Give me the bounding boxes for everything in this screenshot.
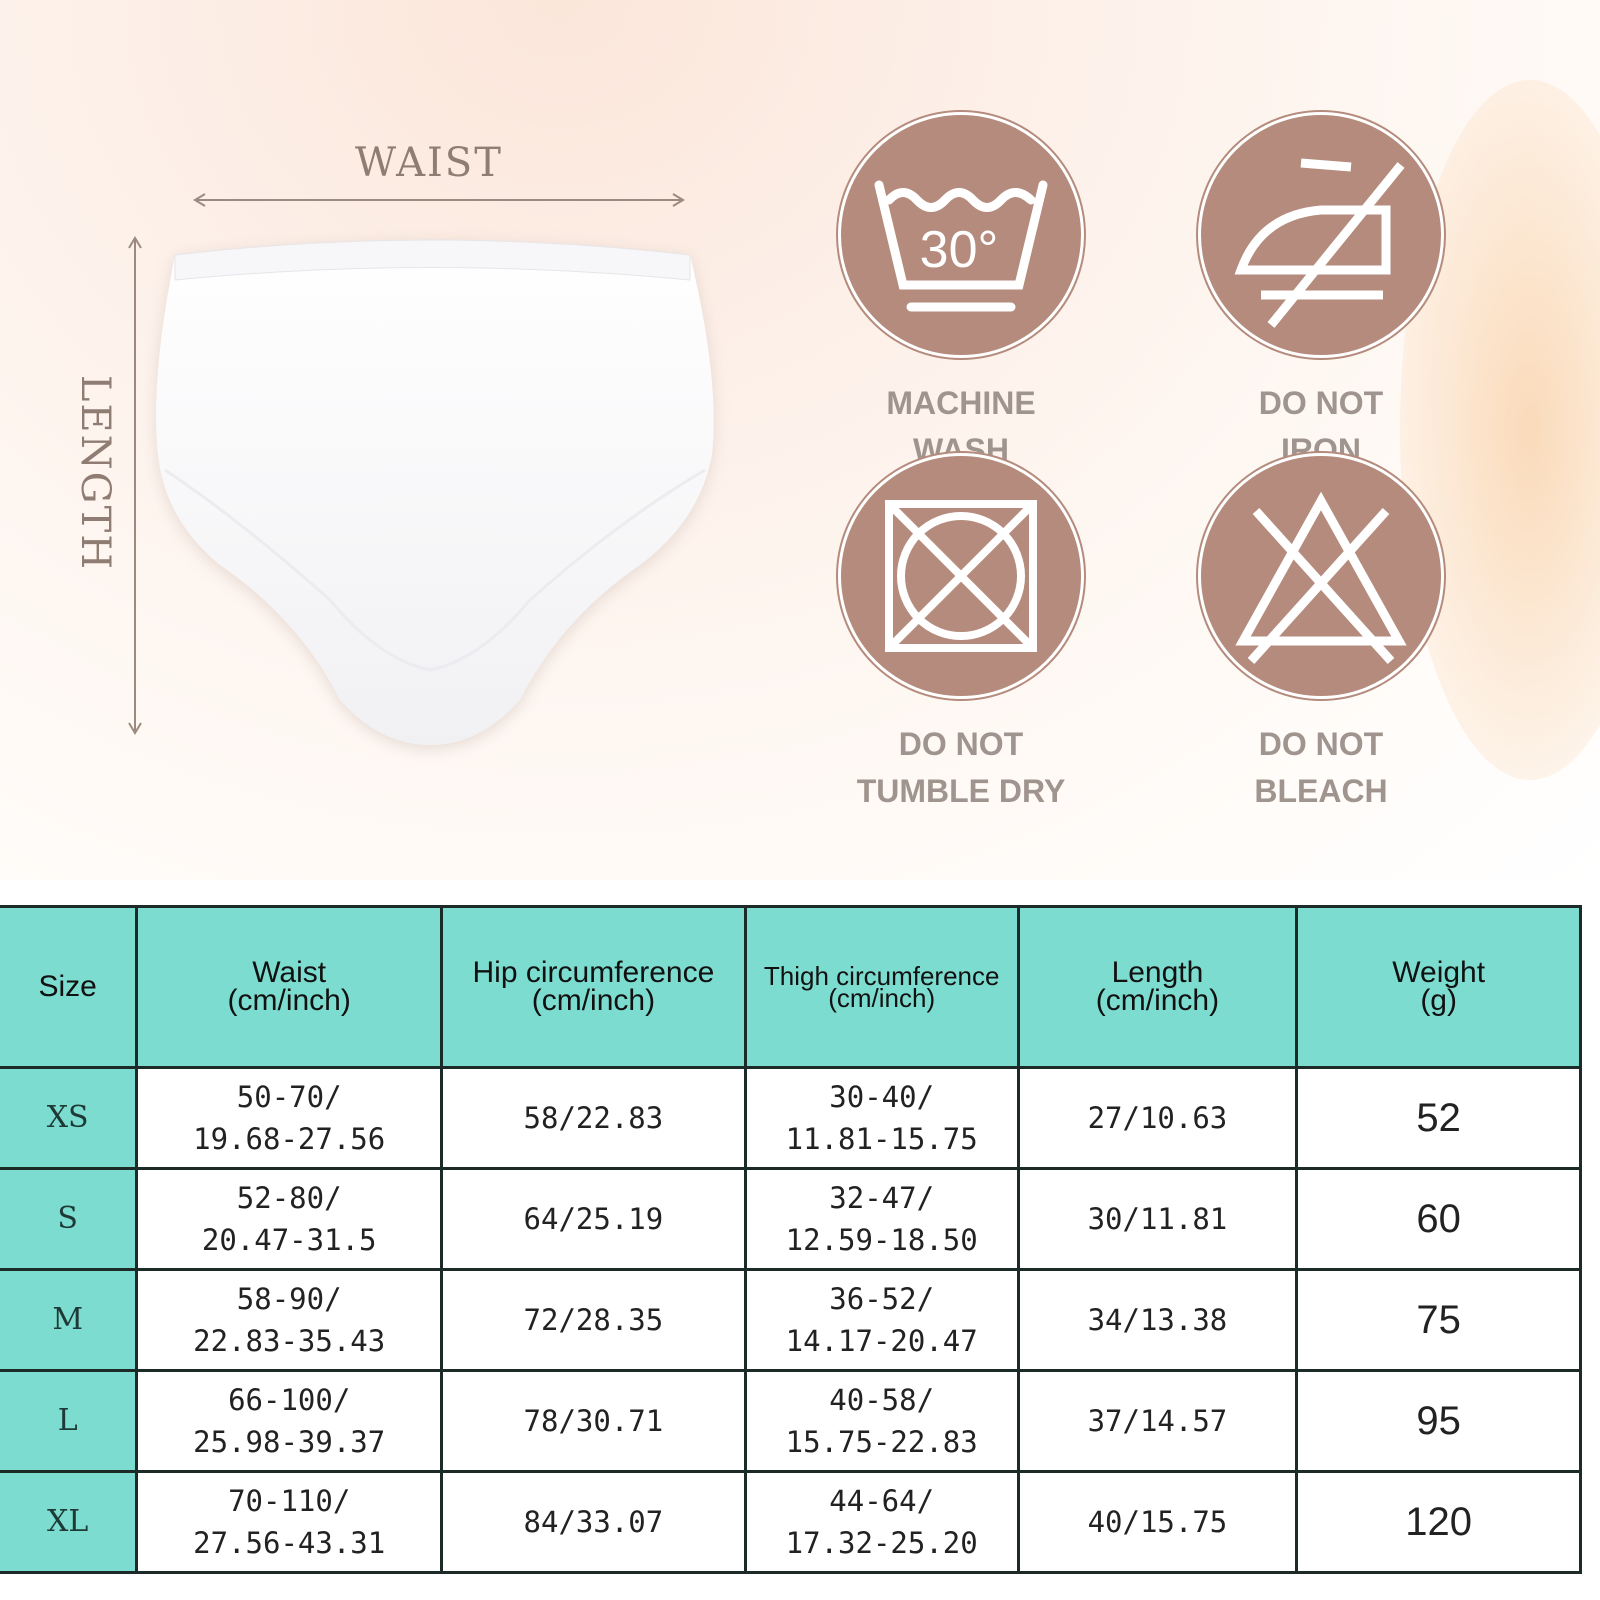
header-unit: (cm/inch) [227,984,351,1017]
thigh-range-cm: 30-40/ [829,1080,935,1114]
cell-length: 34/13.38 [1016,1268,1299,1372]
waist-range-inch: 20.47-31.5 [201,1223,377,1257]
header-weight: Weight (g) [1295,905,1582,1069]
header-hip: Hip circumference (cm/inch) [440,905,747,1069]
cell-hip: 78/30.71 [440,1369,747,1473]
thigh-range-inch: 12.59-18.50 [785,1223,978,1257]
cell-size: L [0,1369,139,1473]
cell-thigh: 36-52/14.17-20.47 [743,1268,1020,1372]
cell-waist: 50-70/19.68-27.56 [135,1066,443,1170]
header-title: Length [1111,956,1204,989]
header-length: Length (cm/inch) [1016,905,1299,1069]
wash-temperature: 30° [920,221,999,279]
underwear-image [156,239,714,745]
header-size: Size [0,905,139,1069]
cell-weight: 120 [1295,1470,1582,1574]
cell-size: XS [0,1066,139,1170]
cell-size: S [0,1167,139,1271]
cell-hip: 84/33.07 [440,1470,747,1574]
thigh-range-cm: 44-64/ [829,1484,935,1518]
table-row: XL 70-110/27.56-43.31 84/33.07 44-64/17.… [0,1470,1582,1574]
care-do-not-tumble-dry: DO NOT TUMBLE DRY [836,453,1086,815]
cell-weight: 52 [1295,1066,1582,1170]
cell-waist: 70-110/27.56-43.31 [135,1470,443,1574]
thigh-range-cm: 40-58/ [829,1383,935,1417]
waist-range-inch: 19.68-27.56 [193,1122,386,1156]
header-title: Thigh circumference [763,961,1000,991]
table-header-row: Size Waist (cm/inch) Hip circumference (cm/i… [0,905,1582,1069]
cell-hip: 58/22.83 [440,1066,747,1170]
cell-hip: 72/28.35 [440,1268,747,1372]
cell-weight: 75 [1295,1268,1582,1372]
length-label: LENGTH [72,374,118,572]
wash-30-icon: 30° [838,112,1084,358]
waist-range-cm: 70-110/ [228,1484,351,1518]
waist-range-inch: 22.83-35.43 [193,1324,386,1358]
care-label: DO NOT BLEACH [1254,726,1388,809]
header-thigh: Thigh circumference (cm/inch) [743,905,1020,1069]
cell-size: M [0,1268,139,1372]
header-title: Size [38,970,97,1003]
thigh-range-inch: 11.81-15.75 [785,1122,978,1156]
thigh-range-inch: 17.32-25.20 [785,1526,978,1560]
thigh-range-inch: 14.17-20.47 [785,1324,978,1358]
header-unit: (cm/inch) [1095,984,1220,1017]
waist-label: WAIST [355,140,503,186]
cell-waist: 52-80/20.47-31.5 [135,1167,443,1271]
cell-length: 37/14.57 [1016,1369,1299,1473]
waist-range-cm: 52-80/ [236,1181,342,1215]
cell-length: 40/15.75 [1016,1470,1299,1574]
cell-waist: 66-100/25.98-39.37 [135,1369,443,1473]
do-not-tumble-dry-icon [838,453,1084,699]
table-row: XS 50-70/19.68-27.56 58/22.83 30-40/11.8… [0,1066,1582,1170]
cell-thigh: 40-58/15.75-22.83 [743,1369,1020,1473]
cell-weight: 95 [1295,1369,1582,1473]
cell-size: XL [0,1470,139,1574]
waist-range-inch: 27.56-43.31 [193,1526,386,1560]
product-illustration [128,193,714,745]
waist-range-inch: 25.98-39.37 [193,1425,386,1459]
table-row: M 58-90/22.83-35.43 72/28.35 36-52/14.17… [0,1268,1582,1372]
header-unit: (cm/inch) [531,984,656,1017]
header-title: Weight [1392,956,1486,989]
header-unit: (g) [1420,984,1457,1017]
care-do-not-iron: DO NOT IRON [1196,112,1446,474]
cell-thigh: 32-47/12.59-18.50 [743,1167,1020,1271]
table-row: L 66-100/25.98-39.37 78/30.71 40-58/15.7… [0,1369,1582,1473]
header-waist: Waist (cm/inch) [135,905,443,1069]
header-title: Hip circumference [472,956,715,989]
header-title: Waist [252,956,327,989]
waist-range-cm: 58-90/ [236,1282,342,1316]
length-arrow [128,236,142,735]
care-do-not-bleach: DO NOT BLEACH [1196,453,1446,815]
waist-range-cm: 50-70/ [236,1080,342,1114]
care-label: DO NOT TUMBLE DRY [856,726,1066,809]
cell-weight: 60 [1295,1167,1582,1271]
cell-length: 27/10.63 [1016,1066,1299,1170]
do-not-bleach-icon [1198,453,1444,699]
waist-range-cm: 66-100/ [228,1383,351,1417]
do-not-iron-icon [1198,112,1444,358]
thigh-range-cm: 32-47/ [829,1181,935,1215]
cell-hip: 64/25.19 [440,1167,747,1271]
size-chart-table: Size Waist (cm/inch) Hip circumference (cm/i… [0,905,1582,1574]
cell-length: 30/11.81 [1016,1167,1299,1271]
header-unit: (cm/inch) [828,983,936,1013]
table-row: S 52-80/20.47-31.5 64/25.19 32-47/12.59-… [0,1167,1582,1271]
waist-arrow [193,193,685,207]
cell-waist: 58-90/22.83-35.43 [135,1268,443,1372]
thigh-range-inch: 15.75-22.83 [785,1425,978,1459]
thigh-range-cm: 36-52/ [829,1282,935,1316]
cell-thigh: 30-40/11.81-15.75 [743,1066,1020,1170]
cell-thigh: 44-64/17.32-25.20 [743,1470,1020,1574]
